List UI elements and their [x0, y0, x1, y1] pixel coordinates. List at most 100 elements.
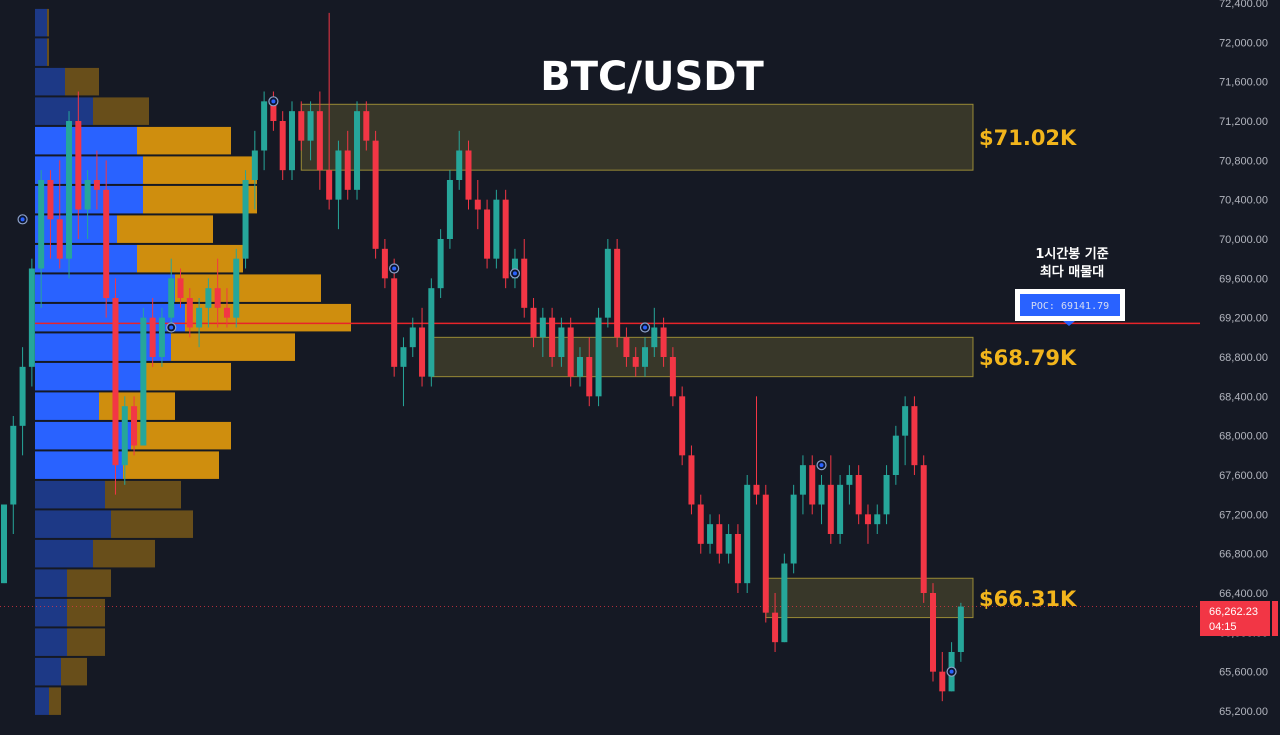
candle-body: [707, 524, 714, 544]
candle-body: [186, 298, 193, 328]
price-tick-label: 66,800.00: [1219, 549, 1268, 561]
profile-down-bar: [93, 97, 149, 125]
candle-body: [697, 504, 704, 544]
profile-up-bar: [35, 156, 143, 184]
candle-body: [177, 278, 184, 298]
candle-body: [549, 317, 556, 357]
candle-body: [93, 180, 100, 190]
candle-body: [716, 524, 723, 554]
candle-body: [84, 180, 91, 210]
candle-body: [19, 366, 26, 426]
candle-body: [651, 327, 658, 348]
profile-down-bar: [111, 510, 193, 538]
profile-up-bar: [35, 510, 111, 538]
profile-down-bar: [93, 539, 155, 568]
supply-zone: [430, 336, 974, 378]
price-tick-label: 68,000.00: [1219, 431, 1268, 443]
candle-body: [734, 534, 741, 584]
candle-body: [837, 484, 844, 534]
candle-body: [688, 455, 695, 505]
signal-markers: [17, 96, 957, 677]
profile-down-bar: [47, 8, 49, 37]
candle-body: [493, 199, 500, 259]
candle-body: [957, 606, 964, 652]
candle-body: [614, 248, 621, 338]
profile-up-bar: [35, 392, 99, 420]
candle-body: [632, 357, 639, 367]
profile-up-bar: [35, 362, 143, 391]
candle-body: [456, 150, 463, 180]
price-tick-label: 71,600.00: [1219, 77, 1268, 89]
candle-body: [530, 307, 537, 338]
candle-body: [502, 199, 509, 279]
candle-body: [892, 435, 899, 475]
last-price-label: 66,262.23: [1209, 606, 1258, 618]
zone-price-label: $66.31K: [979, 587, 1077, 611]
candle-body: [930, 593, 936, 672]
candle-body: [642, 347, 649, 367]
candle-body: [595, 317, 602, 397]
candle-body: [484, 209, 491, 259]
candle-body: [168, 278, 175, 318]
candle-body: [28, 268, 35, 367]
profile-up-bar: [35, 244, 137, 273]
profile-down-bar: [171, 333, 295, 361]
candle-body: [604, 248, 611, 318]
profile-down-bar: [143, 362, 231, 391]
candle-body: [354, 111, 361, 190]
candle-body: [874, 514, 881, 525]
candle-body: [474, 199, 481, 210]
candle-body: [725, 534, 732, 554]
profile-up-bar: [35, 687, 49, 715]
profile-down-bar: [49, 687, 61, 715]
candle-body: [75, 121, 82, 210]
profile-down-bar: [143, 185, 257, 214]
candle-body: [660, 327, 667, 357]
candle-body: [288, 111, 295, 171]
profile-down-bar: [65, 67, 99, 96]
candle-body: [344, 150, 351, 190]
candle-body: [762, 494, 769, 613]
profile-down-bar: [67, 569, 111, 597]
profile-up-bar: [35, 8, 47, 37]
candle-body: [121, 406, 128, 466]
profile-up-bar: [35, 38, 47, 66]
candle-body: [307, 111, 314, 141]
last-price-badge[interactable]: 66,262.23 04:15: [1200, 601, 1278, 636]
candle-body: [372, 140, 379, 249]
profile-up-bar: [35, 480, 105, 509]
price-tick-label: 70,000.00: [1219, 234, 1268, 246]
supply-zone: [300, 103, 974, 171]
profile-down-bar: [67, 598, 105, 627]
profile-down-bar: [67, 628, 105, 656]
candle-body: [781, 563, 788, 643]
signal-marker-dot: [819, 463, 824, 468]
candle-body: [539, 317, 546, 338]
candle-body: [38, 180, 45, 269]
profile-up-bar: [35, 628, 67, 656]
candle-body: [205, 288, 212, 308]
candle-body: [576, 357, 583, 377]
candle-body: [400, 347, 407, 367]
candle-body: [428, 288, 435, 377]
profile-down-bar: [137, 244, 243, 273]
zone-price-label: $71.02K: [979, 126, 1077, 150]
price-tick-label: 67,600.00: [1219, 470, 1268, 482]
candle-body: [131, 406, 138, 446]
candle-body: [744, 484, 751, 584]
profile-down-bar: [185, 303, 351, 332]
candle-body: [818, 484, 825, 505]
price-tick-label: 69,200.00: [1219, 313, 1268, 325]
price-tick-label: 68,800.00: [1219, 352, 1268, 364]
signal-marker-dot: [512, 271, 517, 276]
price-tick-label: 65,600.00: [1219, 667, 1268, 679]
candle-body: [103, 189, 110, 298]
profile-up-bar: [35, 657, 61, 686]
candle-body: [799, 465, 806, 495]
zone-labels: $71.02K $68.79K $66.31K: [979, 126, 1077, 611]
candle-body: [465, 150, 472, 200]
profile-down-bar: [137, 126, 231, 155]
profile-up-bar: [35, 569, 67, 597]
countdown-label: 04:15: [1209, 621, 1237, 633]
